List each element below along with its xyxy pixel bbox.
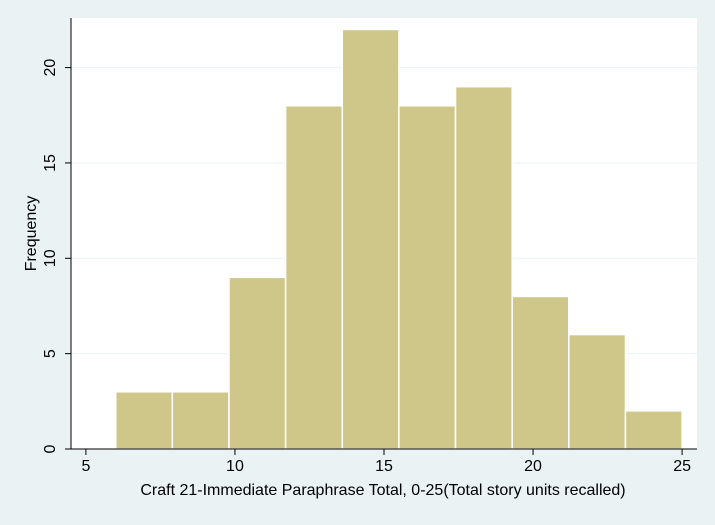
y-tick-label: 15 — [42, 154, 59, 172]
x-tick-label: 15 — [375, 458, 393, 475]
bar-6 — [398, 104, 457, 450]
x-tick-label: 20 — [524, 458, 542, 475]
bar-7 — [454, 85, 513, 450]
bar-9 — [568, 333, 627, 450]
y-tick-label: 10 — [42, 249, 59, 267]
bar-10 — [624, 410, 683, 450]
y-tick-label: 5 — [42, 349, 59, 358]
x-tick-label: 25 — [673, 458, 691, 475]
y-axis-title: Frequency — [23, 196, 40, 272]
bars — [114, 28, 683, 450]
bar-3 — [228, 276, 287, 450]
x-tick-label: 10 — [226, 458, 244, 475]
x-axis-title: Craft 21-Immediate Paraphrase Total, 0-2… — [140, 482, 625, 499]
bar-4 — [284, 104, 344, 450]
x-tick-label: 5 — [81, 458, 90, 475]
x-axis-ticks: 5 10 15 20 25 — [81, 449, 691, 475]
bar-1 — [114, 391, 174, 450]
y-tick-label: 0 — [42, 444, 59, 453]
bar-2 — [171, 391, 230, 450]
bar-8 — [511, 295, 570, 450]
y-tick-label: 20 — [42, 59, 59, 77]
bar-5 — [341, 28, 400, 450]
y-axis-ticks: 0 5 10 15 20 — [42, 59, 71, 453]
